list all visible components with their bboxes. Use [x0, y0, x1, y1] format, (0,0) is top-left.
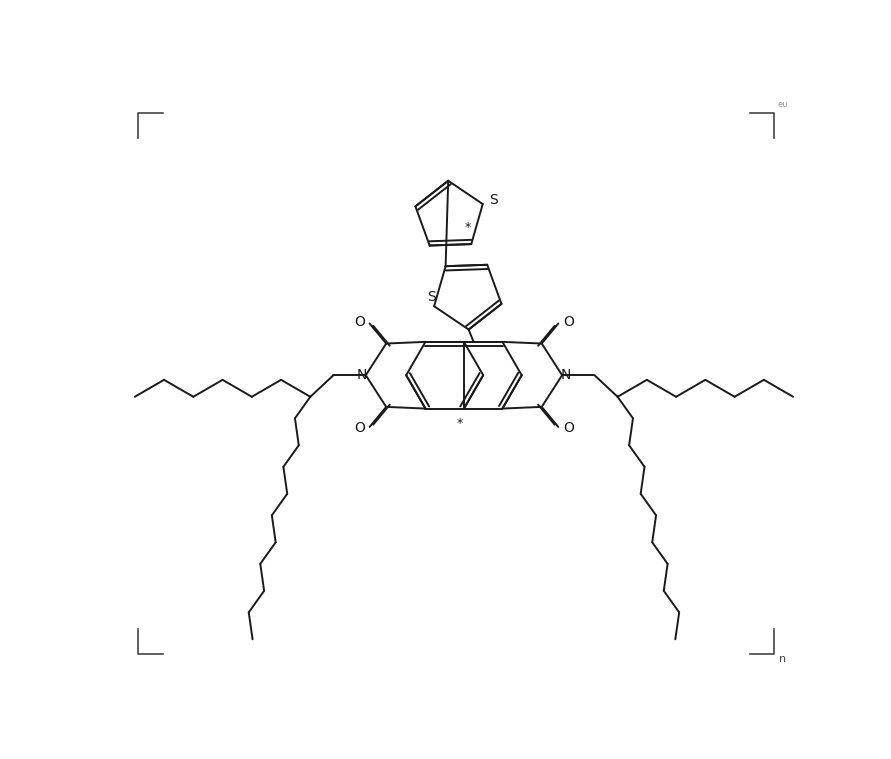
- Text: S: S: [489, 194, 498, 207]
- Text: N: N: [356, 368, 367, 383]
- Text: n: n: [779, 654, 786, 664]
- Text: *: *: [457, 417, 463, 430]
- Text: O: O: [355, 315, 365, 329]
- Text: S: S: [428, 290, 437, 304]
- Text: eu: eu: [777, 99, 788, 109]
- Text: N: N: [560, 368, 571, 383]
- Text: O: O: [355, 421, 365, 436]
- Text: O: O: [563, 421, 574, 436]
- Text: *: *: [464, 221, 470, 234]
- Text: O: O: [563, 315, 574, 329]
